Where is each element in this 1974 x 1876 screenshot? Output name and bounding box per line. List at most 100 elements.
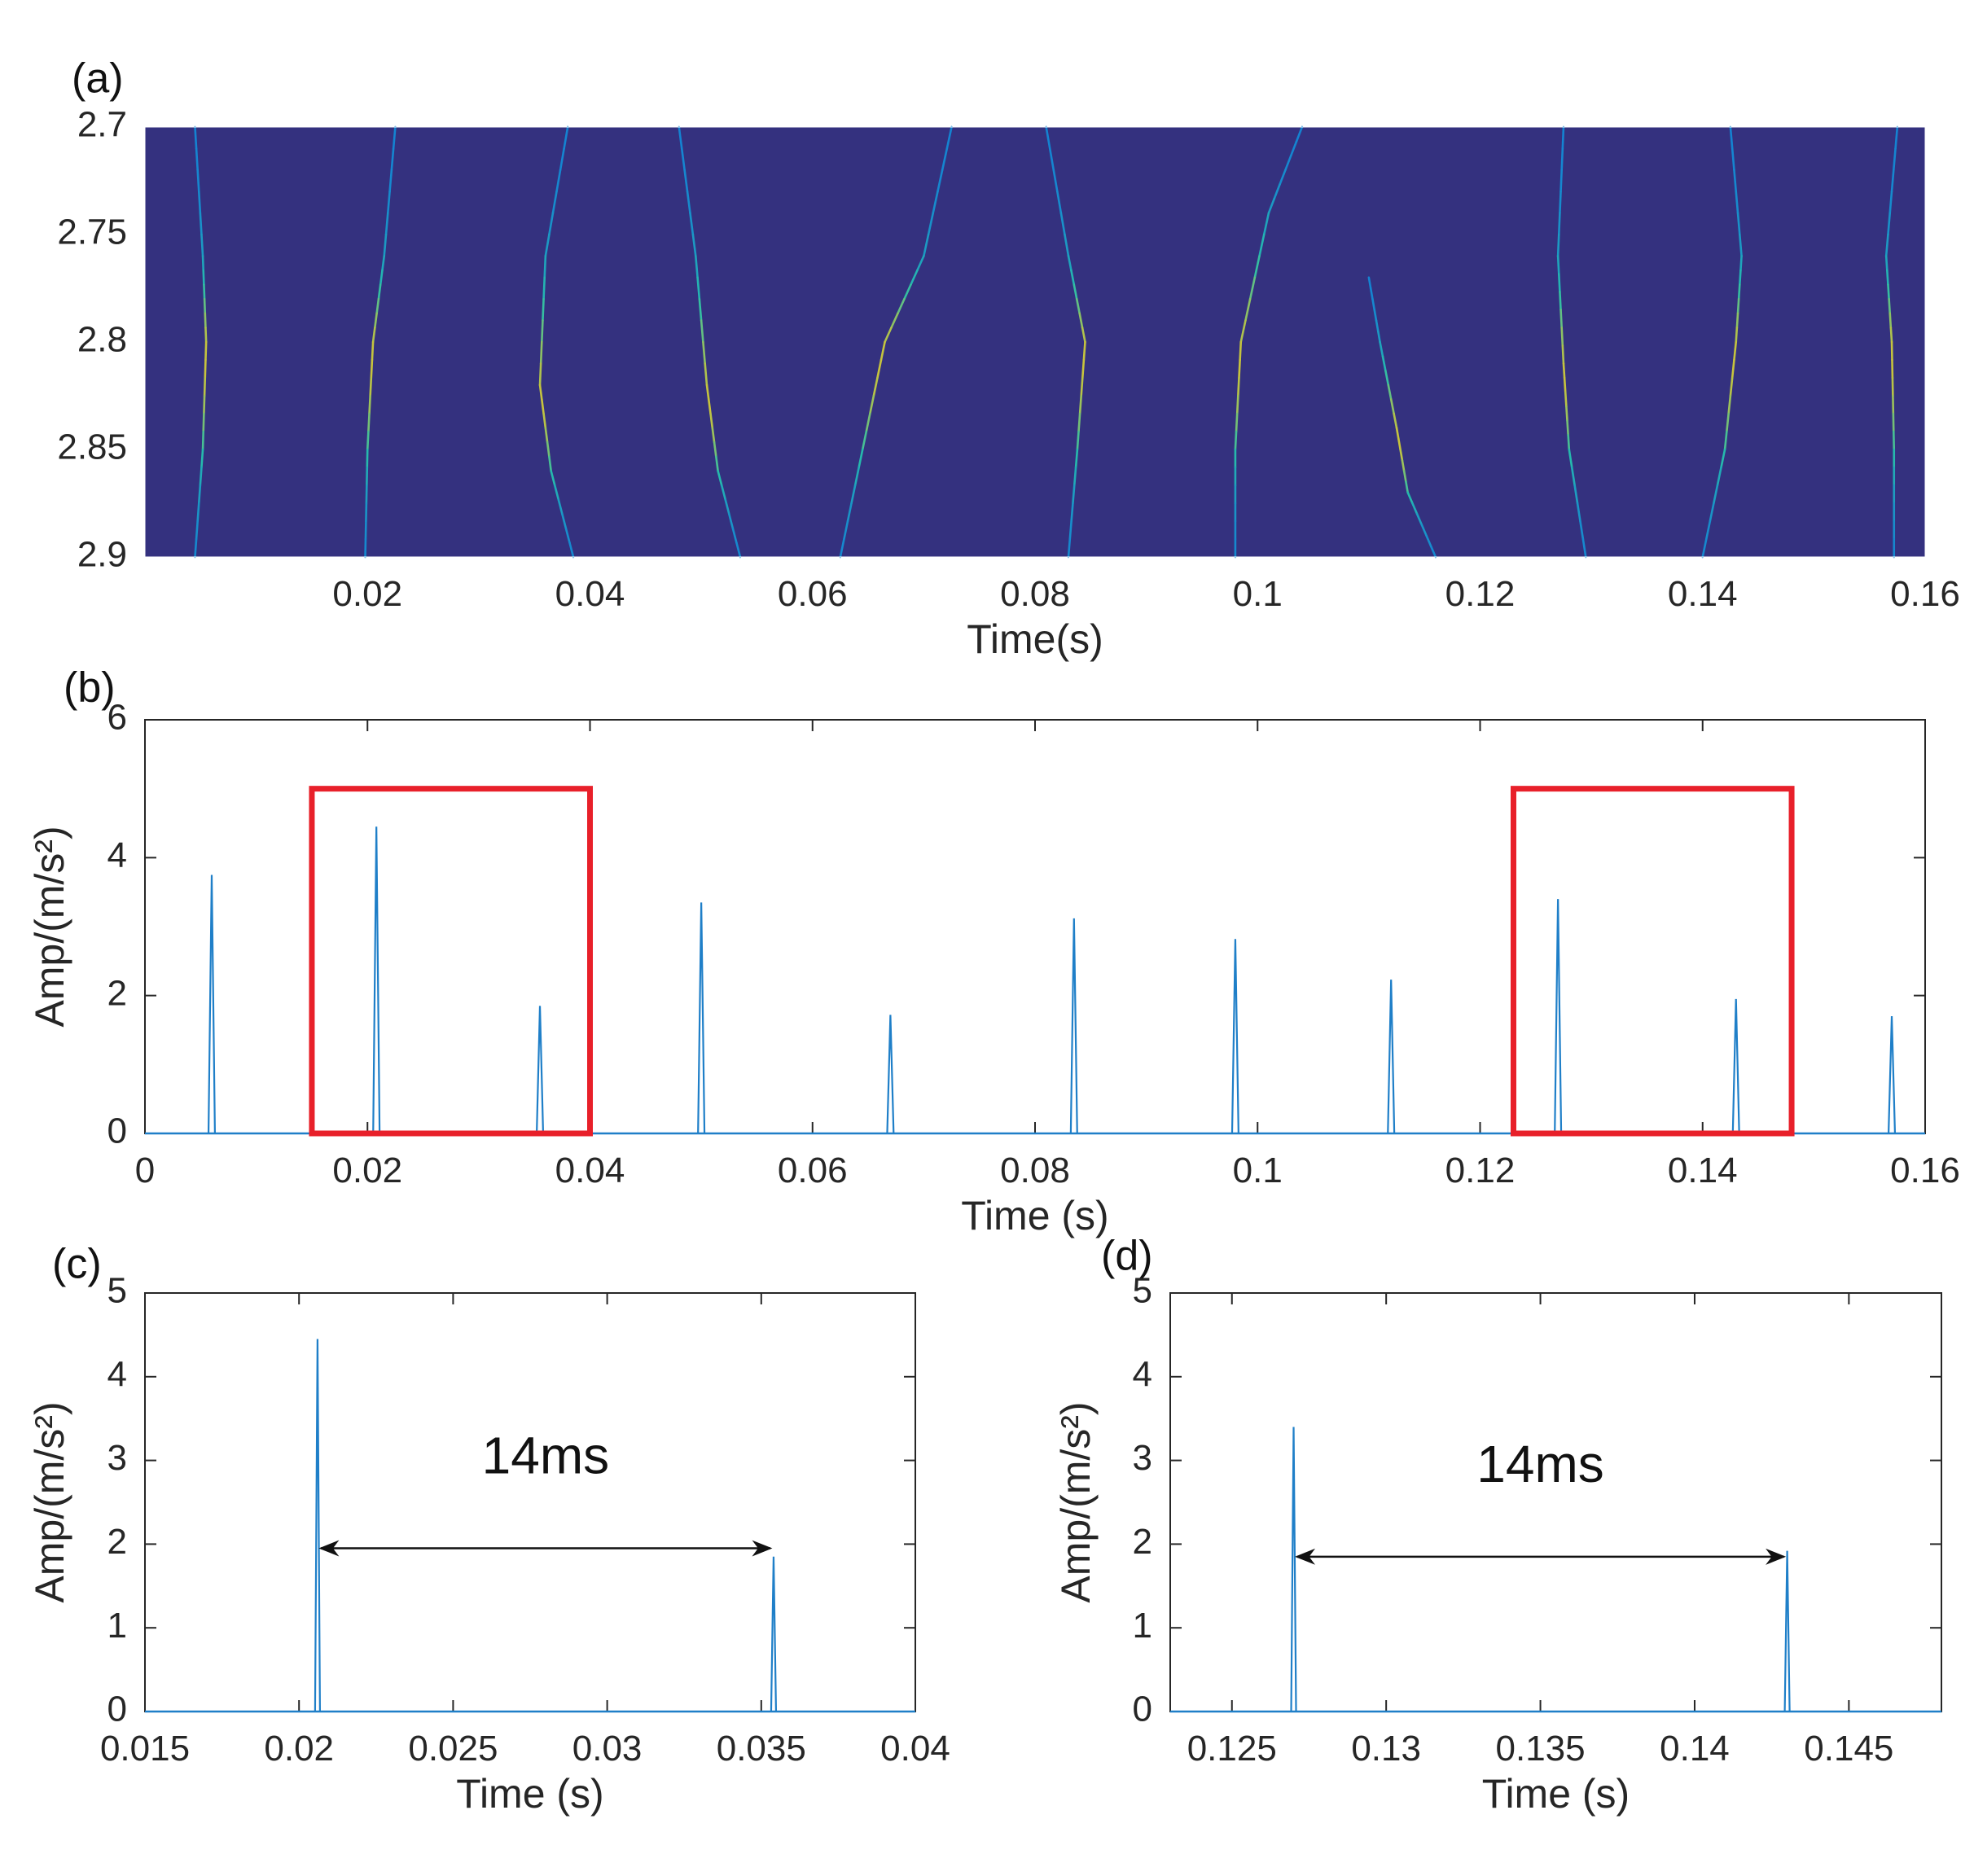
ridge-1-segment	[390, 147, 395, 172]
plot-frame	[144, 126, 1926, 558]
ridge-9-segment	[1735, 327, 1739, 344]
ridge-7-segment	[1397, 437, 1402, 451]
plot-frame	[1169, 1292, 1942, 1712]
panel-d: (d) 0.125 0.13 0.135 0.14 0.145 0 1 2 3 4 5 Time (s)…	[1053, 1233, 1942, 1817]
ridge-1-segment	[371, 340, 375, 362]
x-tick-label: 0.12	[1445, 1151, 1516, 1190]
ridge-2-segment	[555, 169, 562, 193]
ridge-8-segment	[1561, 344, 1565, 365]
ridge-3-segment	[711, 427, 716, 444]
impulse-peak	[1887, 1016, 1897, 1134]
ridge-1-segment	[379, 269, 384, 286]
ridge-9-segment	[1738, 233, 1743, 257]
ridge-0-segment	[203, 297, 207, 315]
ridge-5-segment	[1075, 297, 1081, 315]
ridge-3-segment	[694, 255, 699, 279]
ridge-5-segment	[1076, 430, 1080, 451]
ridge-9-segment	[1709, 502, 1715, 523]
ridge-7-segment	[1405, 480, 1409, 494]
ridge-9-segment	[1733, 340, 1738, 362]
ridge-4-segment	[923, 233, 930, 257]
ridge-4-segment	[872, 376, 879, 397]
ridge-9-segment	[1736, 212, 1741, 236]
ridge-8-segment	[1581, 537, 1587, 559]
ridge-0-segment	[196, 169, 200, 193]
x-tick-label: 0.02	[264, 1729, 334, 1769]
ridge-0-segment	[199, 212, 203, 236]
ridge-9-segment	[1723, 430, 1728, 451]
ridge-7-segment	[1375, 319, 1380, 333]
ridge-6-segment	[1237, 376, 1240, 397]
ridge-9-segment	[1729, 376, 1734, 397]
ridge-10-segment	[1886, 269, 1889, 286]
x-tick-label: 0.1	[1233, 574, 1283, 614]
impulse-peak	[1783, 1550, 1791, 1712]
impulse-peak	[1069, 918, 1078, 1134]
ridge-2-segment	[561, 512, 568, 530]
x-axis-label: Time (s)	[1482, 1771, 1630, 1817]
ridge-2-segment	[553, 484, 560, 501]
ridge-10-segment	[1892, 147, 1897, 172]
ridge-10-segment	[1894, 125, 1899, 150]
ridge-5-segment	[1070, 269, 1076, 286]
impulse-peak	[697, 902, 706, 1134]
ridge-7-segment	[1384, 369, 1390, 387]
ridge-1-segment	[388, 169, 393, 193]
ridge-2-segment	[538, 362, 542, 387]
ridge-3-segment	[707, 398, 712, 415]
x-tick-label: 0.02	[332, 574, 402, 614]
ridge-3-segment	[689, 212, 695, 236]
x-tick-label: 0.08	[1000, 574, 1070, 614]
ridge-8-segment	[1561, 125, 1565, 150]
ridge-7-segment	[1411, 502, 1419, 515]
y-tick-label: 4	[107, 835, 127, 875]
ridge-6-segment	[1235, 394, 1239, 415]
ridge-10-segment	[1888, 297, 1892, 315]
ridge-9-segment	[1735, 312, 1739, 329]
x-tick-label: 0	[135, 1151, 155, 1190]
ridge-2-segment	[548, 212, 555, 236]
x-tick-label: 0.06	[778, 574, 848, 614]
ridge-7-segment	[1406, 491, 1414, 505]
ridge-0-segment	[195, 519, 199, 541]
ridge-5-segment	[1067, 255, 1073, 272]
ridge-2-segment	[542, 276, 546, 300]
ridge-2-segment	[542, 297, 545, 322]
ridge-9-segment	[1733, 169, 1738, 193]
impulse-peak	[886, 1015, 895, 1134]
ridge-2-segment	[544, 427, 549, 444]
ridge-8-segment	[1576, 502, 1581, 523]
impulse-peak	[1387, 980, 1396, 1134]
x-tick-label: 0.16	[1890, 1151, 1960, 1190]
x-tick-label: 0.1	[1233, 1151, 1283, 1190]
x-tick-label: 0.04	[555, 574, 625, 614]
impulse-peak	[770, 1556, 778, 1712]
y-tick-label: 2.9	[77, 535, 127, 575]
ridge-4-segment	[839, 537, 845, 559]
ridge-3-segment	[724, 498, 730, 515]
ridge-6-segment	[1239, 340, 1243, 362]
ridge-8-segment	[1573, 484, 1579, 505]
panel-b: (b) 0 0.02 0.04 0.06 0.08 0.1 0.12 0.14 0.16 0 2 4 6 T…	[27, 664, 1960, 1238]
ridge-5-segment	[1073, 466, 1077, 487]
spectrogram-ridges	[194, 125, 1899, 559]
ridge-0-segment	[197, 484, 202, 505]
ridge-2-segment	[538, 384, 543, 401]
ridge-0-segment	[200, 233, 204, 257]
ridge-2-segment	[557, 498, 564, 515]
interval-annotation: 14ms	[482, 1427, 610, 1485]
ridge-3-segment	[727, 512, 735, 530]
ridge-3-segment	[696, 276, 701, 300]
ridge-4-segment	[927, 212, 935, 236]
ridge-2-segment	[564, 527, 571, 544]
ridge-2-segment	[540, 398, 545, 415]
ridge-4-segment	[858, 448, 864, 469]
ridge-8-segment	[1556, 255, 1560, 275]
ridge-8-segment	[1559, 190, 1562, 214]
ridge-5-segment	[1048, 147, 1055, 172]
ridge-4-segment	[884, 327, 893, 344]
ridge-9-segment	[1738, 269, 1742, 286]
y-axis-label: Amp/(m/s²)	[1053, 1401, 1099, 1602]
impulse-peak	[1731, 998, 1740, 1134]
ridge-9-segment	[1720, 448, 1726, 469]
